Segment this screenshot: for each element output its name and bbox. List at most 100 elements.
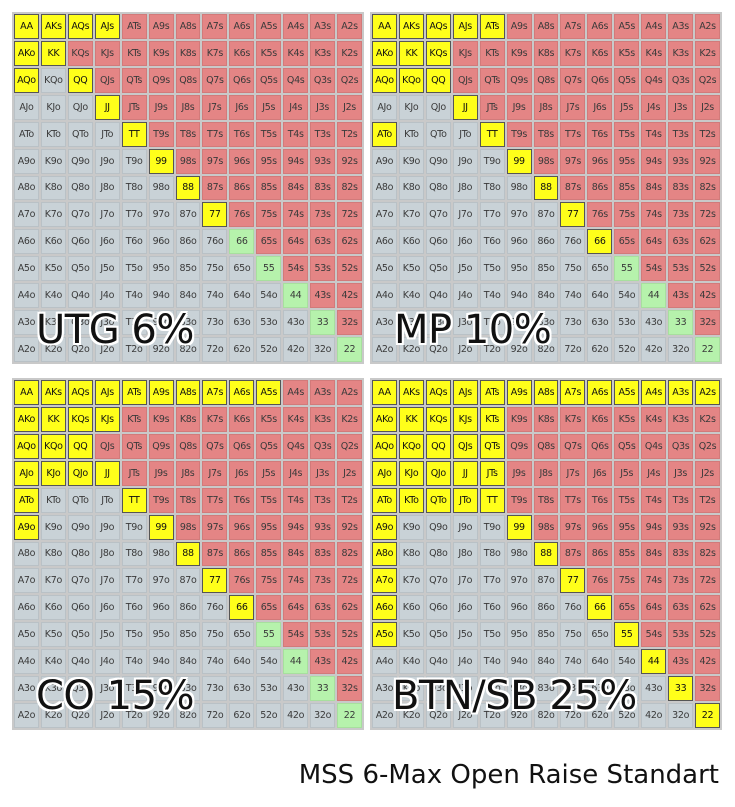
hand-cell: 32o bbox=[668, 337, 694, 362]
hand-cell: K5s bbox=[256, 40, 282, 66]
hand-cell: A6o bbox=[14, 229, 39, 255]
hand-cell: J4s bbox=[641, 460, 667, 486]
hand-cell: AQs bbox=[67, 380, 93, 405]
hand-cell: K8o bbox=[40, 541, 66, 567]
hand-cell: 76o bbox=[202, 595, 228, 621]
hand-cell: T3o bbox=[479, 310, 505, 336]
hand-cell: 52s bbox=[695, 256, 720, 282]
hand-cell: 53s bbox=[668, 622, 694, 648]
hand-cell: 66 bbox=[229, 595, 255, 621]
hand-cell: K6s bbox=[229, 406, 255, 432]
hand-cell: QTs bbox=[479, 433, 505, 459]
hand-cell: TT bbox=[479, 487, 505, 513]
hand-cell: 43s bbox=[310, 283, 336, 309]
hand-cell: J7o bbox=[452, 202, 478, 228]
hand-cell: 95s bbox=[614, 148, 640, 174]
hand-cell: A6s bbox=[229, 14, 255, 39]
hand-cell: 82o bbox=[175, 703, 201, 728]
hand-cell: AJo bbox=[14, 460, 39, 486]
hand-cell: 84o bbox=[533, 649, 559, 675]
hand-cell: 62s bbox=[695, 229, 720, 255]
hand-cell: Q6s bbox=[587, 67, 613, 93]
hand-cell: TT bbox=[121, 487, 147, 513]
hand-cell: A3s bbox=[668, 14, 694, 39]
hand-cell: 44 bbox=[641, 649, 667, 675]
hand-cell: T6o bbox=[479, 595, 505, 621]
hand-cell: T2o bbox=[479, 703, 505, 728]
hand-cell: AJo bbox=[372, 460, 397, 486]
hand-cell: Q6o bbox=[67, 229, 93, 255]
hand-cell: 85o bbox=[175, 256, 201, 282]
hand-cell: 84s bbox=[641, 541, 667, 567]
hand-cell: 84s bbox=[283, 541, 309, 567]
hand-cell: KJs bbox=[452, 40, 478, 66]
hand-cell: AJo bbox=[372, 94, 397, 120]
hand-cell: QTs bbox=[121, 433, 147, 459]
hand-cell: T8o bbox=[479, 541, 505, 567]
hand-cell: 76s bbox=[587, 202, 613, 228]
hand-cell: T7s bbox=[202, 487, 228, 513]
hand-cell: J9o bbox=[452, 148, 478, 174]
hand-cell: QJo bbox=[67, 460, 93, 486]
hand-cell: K9s bbox=[506, 40, 532, 66]
hand-cell: 98o bbox=[506, 541, 532, 567]
hand-cell: 72o bbox=[202, 703, 228, 728]
hand-cell: 96s bbox=[587, 148, 613, 174]
hand-cell: T5o bbox=[479, 622, 505, 648]
hand-cell: 92s bbox=[337, 514, 362, 540]
hand-cell: A6o bbox=[372, 595, 397, 621]
hand-cell: 33 bbox=[310, 676, 336, 702]
hand-cell: QTs bbox=[121, 67, 147, 93]
hand-cell: T2o bbox=[121, 703, 147, 728]
hand-cell: AKs bbox=[40, 380, 66, 405]
hand-cell: KQo bbox=[398, 433, 424, 459]
hand-cell: Q2o bbox=[425, 703, 451, 728]
hand-cell: A9o bbox=[14, 514, 39, 540]
hand-cell: 85s bbox=[614, 175, 640, 201]
hand-cell: J8o bbox=[94, 541, 120, 567]
hand-cell: 43s bbox=[668, 649, 694, 675]
hand-cell: K2o bbox=[398, 703, 424, 728]
hand-cell: Q8s bbox=[175, 433, 201, 459]
hand-cell: A8s bbox=[175, 380, 201, 405]
hand-cell: A2s bbox=[337, 14, 362, 39]
hand-cell: Q8s bbox=[175, 67, 201, 93]
hand-cell: Q7s bbox=[560, 67, 586, 93]
hand-cell: A4o bbox=[14, 283, 39, 309]
hand-cell: 98o bbox=[148, 175, 174, 201]
hand-cell: 88 bbox=[175, 175, 201, 201]
hand-cell: J7s bbox=[560, 460, 586, 486]
hand-cell: K5s bbox=[256, 406, 282, 432]
hand-cell: JJ bbox=[94, 94, 120, 120]
hand-cell: K4o bbox=[40, 649, 66, 675]
hand-cell: KQo bbox=[398, 67, 424, 93]
hand-cell: 93o bbox=[506, 310, 532, 336]
hand-cell: KTs bbox=[479, 40, 505, 66]
hand-cell: A2o bbox=[14, 337, 39, 362]
hand-cell: 87s bbox=[202, 541, 228, 567]
hand-cell: T3s bbox=[668, 487, 694, 513]
hand-cell: 54s bbox=[641, 256, 667, 282]
hand-cell: ATs bbox=[121, 380, 147, 405]
hand-cell: Q3o bbox=[425, 310, 451, 336]
hand-cell: K9s bbox=[506, 406, 532, 432]
hand-cell: J6s bbox=[229, 94, 255, 120]
hand-cell: 92o bbox=[148, 337, 174, 362]
hand-cell: Q8s bbox=[533, 433, 559, 459]
hand-cell: J8o bbox=[452, 541, 478, 567]
hand-grid-utg: AA AKs AQs AJs ATs A9s A8s A7s A6s A5s A4s A3s A2s AK… bbox=[12, 12, 364, 364]
hand-cell: 22 bbox=[337, 337, 362, 362]
hand-cell: Q5o bbox=[425, 622, 451, 648]
hand-cell: A2o bbox=[14, 703, 39, 728]
hand-cell: 77 bbox=[560, 568, 586, 594]
hand-cell: 73o bbox=[202, 310, 228, 336]
hand-cell: Q6s bbox=[587, 433, 613, 459]
hand-cell: T7o bbox=[479, 202, 505, 228]
hand-cell: KK bbox=[40, 40, 66, 66]
hand-cell: K5o bbox=[40, 622, 66, 648]
hand-cell: K6s bbox=[587, 406, 613, 432]
hand-cell: 86o bbox=[533, 229, 559, 255]
hand-cell: T3o bbox=[121, 676, 147, 702]
hand-cell: 32s bbox=[337, 676, 362, 702]
hand-cell: QTo bbox=[425, 487, 451, 513]
